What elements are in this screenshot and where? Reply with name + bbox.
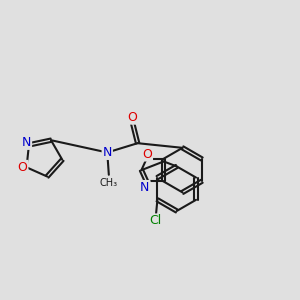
- Text: O: O: [127, 111, 137, 124]
- Text: CH₃: CH₃: [100, 178, 118, 188]
- Text: O: O: [18, 161, 28, 174]
- Text: O: O: [142, 148, 152, 160]
- Text: N: N: [103, 146, 112, 159]
- Text: Cl: Cl: [150, 214, 162, 227]
- Text: N: N: [22, 136, 31, 149]
- Text: N: N: [140, 181, 150, 194]
